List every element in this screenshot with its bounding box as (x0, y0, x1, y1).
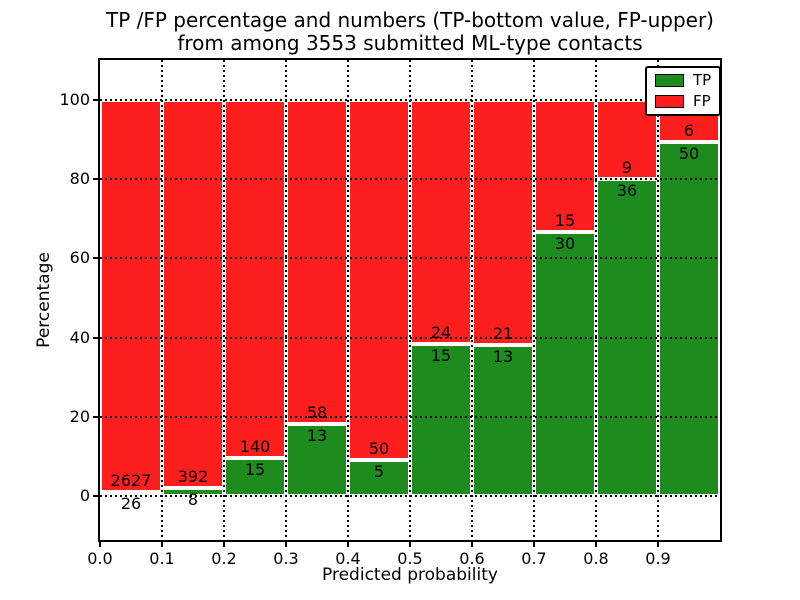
y-tick-label: 0 (79, 486, 90, 506)
bar-segment-fp (286, 99, 348, 424)
y-tick-label: 40 (69, 327, 90, 347)
bar-count-label-fp: 50 (368, 439, 390, 459)
legend-swatch-tp-icon (655, 74, 684, 87)
legend-entry: FP (655, 94, 711, 109)
gridline-vertical (471, 60, 473, 540)
bar-count-label-tp: 15 (430, 345, 452, 365)
bar-segment-fp (534, 99, 596, 232)
x-axis-label: Predicted probability (322, 565, 498, 585)
gridline-vertical (285, 60, 287, 540)
x-tick-label: 0.2 (211, 549, 237, 568)
bar-count-label-fp: 2627 (110, 471, 152, 491)
gridline-vertical (347, 60, 349, 540)
gridline-vertical (409, 60, 411, 540)
bar-segment-fp (410, 99, 472, 344)
bar-segment-fp (472, 99, 534, 345)
bar-count-label-fp: 6 (683, 121, 695, 141)
x-tick-mark (223, 542, 225, 547)
bar-count-label-tp: 15 (244, 459, 266, 479)
bar-segment-tp (348, 460, 410, 497)
bar-count-label-tp: 13 (306, 425, 328, 445)
bar-segment-tp (472, 344, 534, 497)
bar-count-label-tp: 50 (678, 144, 700, 164)
x-tick-mark (285, 542, 287, 547)
y-tick-label: 60 (69, 248, 90, 268)
bar-segment-fp (348, 99, 410, 461)
chart-title-line2: from among 3553 submitted ML-type contac… (177, 31, 643, 55)
y-tick-label: 80 (69, 169, 90, 188)
bar-count-label-fp: 140 (239, 436, 271, 456)
y-tick-mark (93, 495, 98, 498)
bar-segment-tp (224, 457, 286, 497)
legend-label-fp: FP (693, 92, 711, 110)
x-tick-mark (533, 542, 535, 547)
y-tick-mark (93, 336, 98, 339)
x-tick-label: 0.8 (583, 549, 609, 568)
bar-count-label-tp: 8 (187, 490, 199, 510)
x-tick-label: 0.4 (335, 549, 361, 568)
x-tick-mark (347, 542, 349, 547)
legend: TP FP (645, 66, 722, 116)
bar-segment-tp (658, 142, 720, 497)
bar-segment-tp (410, 343, 472, 497)
y-tick-label: 100 (59, 89, 90, 109)
x-tick-label: 0.7 (521, 549, 547, 568)
bar-segment-tp (534, 231, 596, 497)
legend-entry: TP (655, 73, 711, 88)
y-tick-label: 20 (69, 407, 90, 427)
legend-swatch-fp-icon (655, 95, 684, 108)
y-tick-mark (93, 178, 98, 180)
bar-count-label-tp: 30 (554, 233, 576, 253)
bar-count-label-tp: 5 (373, 462, 385, 482)
bar-segment-fp (224, 99, 286, 458)
gridline-vertical (161, 60, 163, 540)
gridline-vertical (533, 60, 535, 540)
bar-count-label-fp: 15 (554, 210, 576, 230)
bar-count-label-fp: 9 (621, 158, 633, 177)
x-tick-label: 0.9 (645, 549, 671, 568)
x-tick-mark (657, 542, 659, 547)
bar-count-label-tp: 26 (120, 494, 142, 514)
x-tick-mark (409, 542, 411, 547)
y-tick-mark (93, 257, 98, 260)
x-tick-label: 0.6 (459, 549, 485, 568)
y-tick-mark (93, 416, 98, 419)
x-tick-mark (595, 542, 597, 547)
y-tick-mark (93, 98, 98, 101)
gridline-vertical (223, 60, 225, 540)
bar-count-label-tp: 13 (492, 346, 514, 366)
x-tick-mark (99, 542, 101, 547)
x-tick-label: 0.1 (149, 549, 175, 568)
bar-count-label-fp: 21 (492, 323, 514, 343)
bar-count-label-fp: 58 (306, 402, 328, 422)
bar-segment-fp (100, 99, 162, 493)
bar-count-label-tp: 36 (616, 181, 638, 200)
x-tick-mark (161, 542, 163, 547)
bar-count-label-fp: 24 (430, 322, 452, 342)
x-tick-mark (471, 542, 473, 547)
chart-title-line1: TP /FP percentage and numbers (TP-bottom… (106, 8, 714, 32)
chart-title: TP /FP percentage and numbers (TP-bottom… (90, 9, 730, 55)
bar-segment-fp (162, 99, 224, 489)
x-tick-label: 0.0 (87, 549, 113, 568)
gridline-vertical (595, 60, 597, 540)
x-tick-label: 0.3 (273, 549, 299, 568)
plot-area: 2627 26 392 8 140 15 58 13 50 5 24 15 21 13 15 30 9 36 6 50… (59, 58, 722, 568)
gridline-vertical (657, 60, 659, 540)
bar-count-label-fp: 392 (177, 467, 209, 487)
x-tick-label: 0.5 (397, 549, 423, 568)
legend-label-tp: TP (693, 71, 712, 89)
